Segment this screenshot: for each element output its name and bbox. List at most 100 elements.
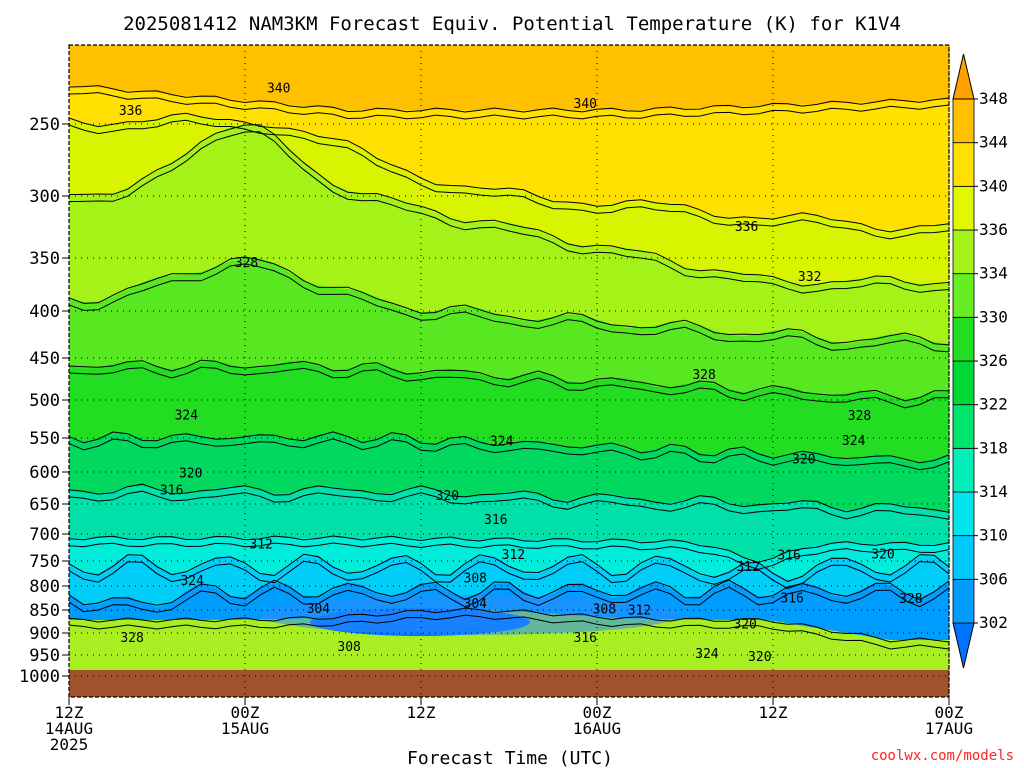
y-axis: 250 300 350 400 450 500 550 600 650 700 750 800 850 9… bbox=[19, 115, 69, 687]
colorbar-segment bbox=[952, 447, 975, 493]
y-tick-label: 950 bbox=[29, 646, 60, 666]
x-tick-label: 00Z bbox=[583, 703, 612, 722]
colorbar-under-arrow bbox=[952, 622, 975, 669]
chart-title: 2025081412 NAM3KM Forecast Equiv. Potent… bbox=[123, 13, 901, 35]
y-tick-label: 800 bbox=[29, 577, 60, 597]
x-tick-label: 12Z bbox=[759, 703, 788, 722]
colorbar-segment bbox=[952, 98, 975, 144]
colorbar-segment bbox=[952, 360, 975, 406]
y-tick-label: 300 bbox=[29, 187, 60, 207]
colorbar-tick-label: 314 bbox=[979, 482, 1008, 501]
plot-frame bbox=[68, 44, 950, 698]
x-tick-label: 15AUG bbox=[221, 719, 269, 738]
contour-label: 312 bbox=[628, 604, 651, 619]
contour-line bbox=[69, 119, 949, 240]
contour-label: 320 bbox=[792, 452, 815, 467]
contour-label: 324 bbox=[180, 574, 204, 589]
contour-label: 304 bbox=[464, 597, 488, 612]
x-tick-label: 12Z bbox=[407, 703, 436, 722]
colorbar-tick-label: 336 bbox=[979, 220, 1008, 239]
contour-label: 340 bbox=[574, 97, 597, 112]
x-tick-label: 12Z bbox=[55, 703, 84, 722]
contour-line bbox=[69, 85, 949, 113]
terrain-below-ground bbox=[69, 670, 949, 697]
colorbar-segment bbox=[952, 142, 975, 187]
contour-label: 308 bbox=[337, 640, 360, 655]
colorbar-segment bbox=[952, 404, 975, 449]
contour-label: 312 bbox=[502, 548, 525, 563]
contour-line bbox=[69, 263, 949, 353]
contour-label: 312 bbox=[736, 560, 759, 575]
contour-label: 320 bbox=[871, 547, 894, 562]
contour-line bbox=[69, 553, 949, 582]
colorbar-segment bbox=[952, 185, 975, 231]
y-tick-label: 700 bbox=[29, 525, 60, 545]
contour-label: 320 bbox=[436, 489, 459, 504]
contour-label: 316 bbox=[484, 513, 507, 528]
contour-label: 320 bbox=[179, 467, 202, 482]
contour-label: 316 bbox=[777, 549, 800, 564]
contour-label: 320 bbox=[733, 617, 756, 632]
x-axis-title: Forecast Time (UTC) bbox=[407, 748, 613, 768]
contour-label: 308 bbox=[593, 603, 616, 618]
colorbar-segment bbox=[952, 229, 975, 275]
contour-line bbox=[69, 607, 949, 643]
contour-label: 328 bbox=[120, 631, 143, 646]
x-tick-label: 17AUG bbox=[925, 719, 973, 738]
colorbar-tick-label: 348 bbox=[979, 89, 1008, 108]
colorbar-tick-label: 318 bbox=[979, 438, 1008, 457]
contour-label: 308 bbox=[464, 572, 487, 587]
y-tick-label: 750 bbox=[29, 552, 60, 572]
temperature-field bbox=[69, 45, 949, 670]
contour-lines bbox=[69, 85, 949, 650]
contour-line bbox=[69, 92, 949, 120]
contour-line bbox=[69, 614, 949, 650]
colorbar-tick-label: 306 bbox=[979, 569, 1008, 588]
y-tick-label: 650 bbox=[29, 495, 60, 515]
colorbar-segment bbox=[952, 316, 975, 362]
y-tick-label: 550 bbox=[29, 429, 60, 449]
contour-label: 324 bbox=[490, 435, 514, 450]
colorbar-tick-label: 344 bbox=[979, 133, 1008, 152]
colorbar-over-arrow bbox=[952, 53, 975, 100]
colorbar-segment bbox=[952, 273, 975, 318]
contour-line bbox=[69, 112, 949, 233]
contour-line bbox=[69, 431, 949, 464]
contour-label: 316 bbox=[574, 631, 597, 646]
colorbar-tick-label: 334 bbox=[979, 264, 1008, 283]
contour-line bbox=[69, 483, 949, 513]
x-tick-label: 2025 bbox=[50, 735, 89, 754]
contour-line bbox=[69, 359, 949, 402]
y-tick-label: 500 bbox=[29, 391, 60, 411]
colorbar-segment bbox=[952, 578, 975, 624]
contour-labels: 340 340 336 336 332 328 328 328 328 328 324 324 324 3… bbox=[119, 82, 923, 665]
colorbar-tick-label: 326 bbox=[979, 351, 1008, 370]
colorbar: 302 306 310 314 318 322 326 330 334 336 340 344 348 bbox=[952, 53, 1008, 669]
colorbar-segment bbox=[952, 535, 975, 580]
y-tick-label: 400 bbox=[29, 302, 60, 322]
contour-line bbox=[69, 131, 949, 294]
contour-label: 332 bbox=[798, 270, 821, 285]
cool-layer-shade bbox=[260, 595, 680, 635]
colorbar-tick-label: 340 bbox=[979, 176, 1008, 195]
contour-label: 328 bbox=[899, 592, 922, 607]
x-tick-label: 00Z bbox=[231, 703, 260, 722]
y-tick-label: 850 bbox=[29, 601, 60, 621]
contour-label: 312 bbox=[249, 538, 272, 553]
y-tick-label: 350 bbox=[29, 249, 60, 269]
contour-label: 324 bbox=[842, 434, 866, 449]
contour-label: 320 bbox=[748, 650, 771, 665]
y-tick-label: 900 bbox=[29, 624, 60, 644]
contour-label: 328 bbox=[848, 409, 871, 424]
contour-line bbox=[69, 579, 949, 606]
contour-label: 328 bbox=[235, 256, 258, 271]
contour-label: 328 bbox=[692, 368, 715, 383]
watermark: coolwx.com/models bbox=[871, 748, 1014, 764]
contour-line bbox=[69, 542, 949, 570]
colorbar-segment bbox=[952, 491, 975, 537]
x-tick-label: 00Z bbox=[935, 703, 964, 722]
contour-label: 340 bbox=[267, 82, 290, 97]
contour-line bbox=[69, 366, 949, 409]
colorbar-tick-label: 322 bbox=[979, 395, 1008, 414]
